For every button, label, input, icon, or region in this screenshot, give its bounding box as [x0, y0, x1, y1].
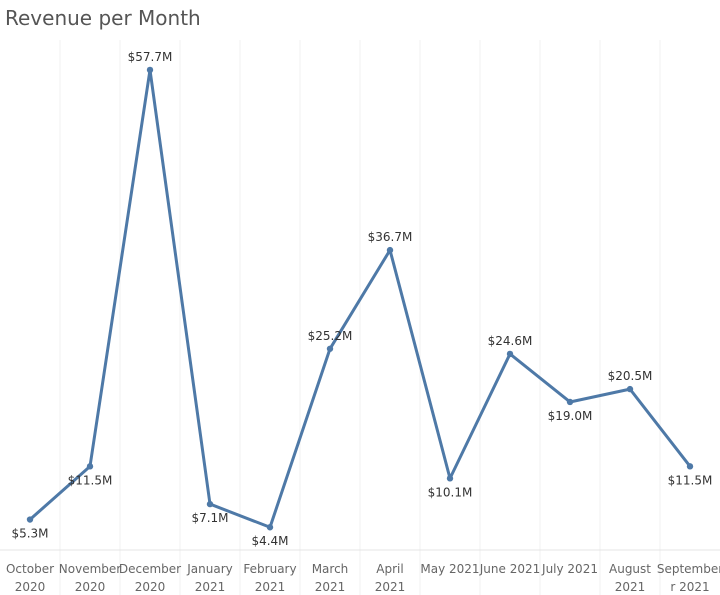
- x-tick-label: January: [186, 562, 233, 576]
- x-tick-label: August: [609, 562, 651, 576]
- x-tick-label: September: [657, 562, 720, 576]
- data-label: $36.7M: [368, 230, 413, 244]
- x-tick-label: November: [59, 562, 121, 576]
- data-point: [386, 246, 394, 254]
- data-label: $25.2M: [308, 329, 353, 343]
- x-tick-label: June 2021: [479, 562, 541, 576]
- x-tick-label: r 2021: [670, 580, 709, 594]
- data-point: [506, 350, 514, 358]
- x-tick-label: July 2021: [541, 562, 598, 576]
- data-point: [446, 475, 454, 482]
- data-label: $5.3M: [11, 527, 48, 541]
- data-point: [26, 516, 34, 523]
- data-point: [266, 524, 274, 531]
- data-point: [146, 66, 154, 74]
- x-tick-label: 2020: [75, 580, 106, 594]
- x-tick-label: 2020: [15, 580, 46, 594]
- data-label: $7.1M: [191, 511, 228, 525]
- x-tick-label: 2020: [135, 580, 166, 594]
- data-point: [626, 385, 634, 393]
- data-label: $24.6M: [488, 334, 533, 348]
- data-label: $11.5M: [668, 473, 713, 487]
- x-tick-label: 2021: [615, 580, 646, 594]
- x-tick-label: February: [243, 562, 296, 576]
- x-tick-label: 2021: [375, 580, 406, 594]
- data-point: [206, 500, 214, 508]
- data-point: [566, 398, 574, 406]
- x-tick-label: 2021: [255, 580, 286, 594]
- x-tick-label: October: [6, 562, 54, 576]
- x-tick-label: December: [119, 562, 181, 576]
- series-line: [28, 68, 692, 529]
- chart-title: Revenue per Month: [5, 6, 201, 30]
- data-label: $11.5M: [68, 473, 113, 487]
- x-tick-label: 2021: [195, 580, 226, 594]
- data-label: $10.1M: [428, 485, 473, 499]
- data-point: [686, 463, 694, 470]
- x-tick-label: March: [312, 562, 349, 576]
- data-label: $19.0M: [548, 409, 593, 423]
- data-label: $4.4M: [251, 534, 288, 548]
- data-label: $20.5M: [608, 369, 653, 383]
- data-point: [326, 345, 334, 352]
- x-tick-label: May 2021: [420, 562, 479, 576]
- x-tick-label: 2021: [315, 580, 346, 594]
- x-tick-label: April: [376, 562, 403, 576]
- data-label: $57.7M: [128, 50, 173, 64]
- data-point: [86, 463, 94, 470]
